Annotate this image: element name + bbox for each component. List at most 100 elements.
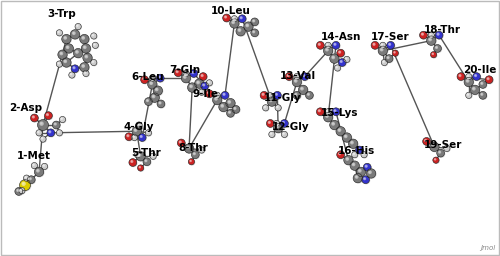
Circle shape [388,43,390,45]
Circle shape [136,152,145,161]
Text: 9-Ile: 9-Ile [193,89,219,99]
Circle shape [178,141,182,144]
Circle shape [373,43,374,45]
Circle shape [470,86,480,95]
Circle shape [351,141,352,143]
Circle shape [36,130,43,137]
Circle shape [38,120,48,131]
Circle shape [84,71,90,77]
Circle shape [150,153,156,159]
Circle shape [282,132,288,138]
Circle shape [132,135,138,141]
Text: 1-Met: 1-Met [17,151,51,161]
Text: 20-Ile: 20-Ile [464,65,496,75]
Circle shape [466,74,469,77]
Circle shape [481,82,482,84]
Circle shape [92,60,94,63]
Circle shape [64,44,74,53]
Circle shape [30,178,31,179]
Circle shape [392,50,398,56]
Circle shape [282,121,285,124]
Circle shape [306,92,314,100]
Circle shape [135,152,141,158]
Circle shape [188,83,198,93]
Circle shape [92,43,99,49]
Circle shape [150,76,153,79]
Circle shape [16,189,20,192]
Circle shape [32,164,35,166]
Circle shape [126,134,130,137]
Circle shape [52,122,61,130]
Circle shape [267,120,275,128]
Circle shape [132,135,135,138]
Circle shape [69,72,76,79]
Circle shape [293,91,301,99]
Circle shape [198,89,204,95]
Circle shape [64,59,67,63]
Circle shape [184,71,186,74]
Circle shape [40,136,46,142]
Circle shape [394,51,395,53]
Circle shape [200,73,208,81]
Circle shape [200,148,202,151]
Circle shape [32,116,34,118]
Circle shape [33,164,34,165]
Circle shape [183,75,186,79]
Circle shape [226,109,234,117]
Circle shape [280,120,288,127]
Circle shape [134,152,140,158]
Circle shape [66,45,70,49]
Circle shape [330,54,340,64]
Circle shape [130,159,138,167]
Circle shape [232,20,235,24]
Circle shape [145,160,146,161]
Circle shape [84,72,86,73]
Circle shape [318,109,321,112]
Circle shape [201,82,209,91]
Circle shape [82,44,92,54]
Circle shape [295,74,298,77]
Circle shape [378,46,388,56]
Circle shape [274,92,282,100]
Circle shape [158,100,166,109]
Circle shape [157,100,165,108]
Circle shape [81,44,90,53]
Circle shape [318,43,321,46]
Circle shape [424,140,426,141]
Circle shape [352,163,356,166]
Circle shape [73,67,74,68]
Circle shape [200,148,201,150]
Circle shape [294,73,300,80]
Text: 8-Thr: 8-Thr [178,143,208,153]
Circle shape [199,147,205,154]
Circle shape [40,122,42,124]
Circle shape [334,43,336,45]
Circle shape [356,168,366,177]
Circle shape [38,131,39,133]
Circle shape [74,48,83,58]
Circle shape [62,58,72,68]
Circle shape [361,152,367,158]
Circle shape [178,140,186,148]
Circle shape [82,64,85,68]
Circle shape [20,180,32,191]
Circle shape [385,55,393,62]
Circle shape [260,91,268,99]
Circle shape [220,104,224,108]
Circle shape [181,73,190,83]
Circle shape [338,51,340,53]
Circle shape [481,93,482,95]
Circle shape [470,85,480,94]
Circle shape [275,125,279,129]
Circle shape [201,82,208,90]
Circle shape [353,173,362,183]
Circle shape [382,60,385,63]
Circle shape [345,57,348,60]
Circle shape [66,46,68,48]
Circle shape [262,93,264,96]
Circle shape [356,176,358,178]
Circle shape [464,77,473,87]
Circle shape [150,81,153,85]
Circle shape [240,17,242,18]
Circle shape [252,30,256,33]
